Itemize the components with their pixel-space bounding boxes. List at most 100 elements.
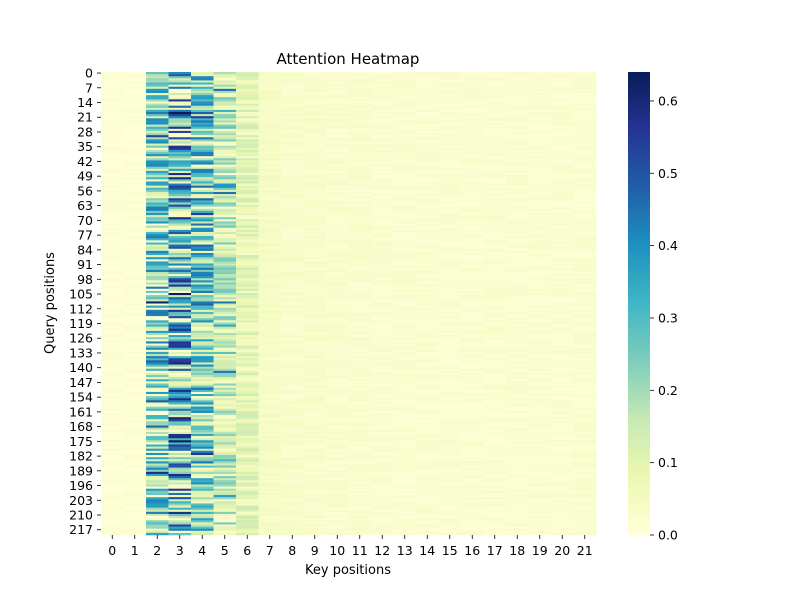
heatmap-cell	[191, 324, 214, 327]
heatmap-cell	[101, 156, 124, 159]
heatmap-cell	[123, 495, 147, 498]
heatmap-cell	[236, 78, 259, 81]
heatmap-cell	[416, 189, 439, 193]
heatmap-cell	[371, 252, 394, 256]
heatmap-cell	[461, 76, 484, 79]
heatmap-cell	[281, 448, 304, 452]
heatmap-cell	[551, 122, 574, 125]
heatmap-cell	[416, 509, 439, 513]
heatmap-cell	[303, 417, 327, 420]
heatmap-cell	[528, 221, 552, 224]
heatmap-cell	[258, 362, 282, 365]
heatmap-cell	[326, 158, 349, 161]
heatmap-cell	[326, 250, 349, 254]
heatmap-cell	[123, 417, 147, 420]
heatmap-cell	[258, 419, 282, 422]
heatmap-cell	[348, 250, 372, 254]
heatmap-cell	[528, 156, 552, 159]
heatmap-cell	[416, 246, 439, 250]
heatmap-cell	[573, 179, 597, 182]
heatmap-cell	[416, 326, 439, 330]
heatmap-cell	[393, 332, 417, 336]
heatmap-cell	[551, 166, 574, 170]
heatmap-cell	[393, 419, 417, 422]
heatmap-cell	[146, 210, 169, 214]
heatmap-cell	[438, 305, 462, 308]
heatmap-cell	[416, 396, 439, 399]
heatmap-cell	[483, 234, 507, 237]
heatmap-cell	[416, 290, 439, 294]
heatmap-cell	[101, 324, 124, 327]
heatmap-cell	[483, 337, 507, 340]
heatmap-cell	[461, 402, 484, 405]
heatmap-cell	[281, 532, 304, 536]
heatmap-cell	[146, 324, 169, 327]
heatmap-cell	[146, 191, 169, 195]
heatmap-cell	[528, 133, 552, 136]
heatmap-cell	[213, 404, 237, 407]
heatmap-cell	[393, 135, 417, 138]
heatmap-cell	[551, 135, 574, 138]
heatmap-cell	[438, 486, 462, 489]
heatmap-cell	[281, 436, 304, 439]
heatmap-cell	[528, 236, 552, 239]
heatmap-cell	[438, 292, 462, 296]
heatmap-cell	[123, 280, 147, 283]
heatmap-cell	[236, 156, 259, 159]
heatmap-cell	[258, 252, 282, 256]
heatmap-cell	[191, 364, 214, 367]
heatmap-cell	[438, 425, 462, 428]
heatmap-cell	[303, 149, 327, 153]
heatmap-cell	[281, 440, 304, 443]
heatmap-cell	[528, 139, 552, 142]
heatmap-cell	[416, 265, 439, 269]
heatmap-cell	[483, 162, 507, 165]
heatmap-cell	[191, 297, 214, 300]
heatmap-cell	[438, 400, 462, 403]
x-tick-label: 21	[577, 543, 593, 558]
heatmap-cell	[528, 396, 552, 399]
heatmap-cell	[393, 301, 417, 304]
heatmap-cell	[258, 356, 282, 359]
heatmap-cell	[303, 204, 327, 207]
heatmap-cell	[326, 486, 349, 489]
heatmap-cell	[303, 528, 327, 532]
heatmap-cell	[528, 372, 552, 376]
heatmap-cell	[461, 375, 484, 378]
heatmap-cell	[258, 122, 282, 125]
heatmap-cell	[101, 206, 124, 210]
heatmap-cell	[393, 478, 417, 481]
heatmap-cell	[438, 206, 462, 210]
heatmap-cell	[528, 503, 552, 506]
heatmap-cell	[168, 72, 192, 75]
heatmap-cell	[506, 341, 529, 344]
heatmap-cell	[371, 154, 394, 157]
heatmap-cell	[461, 265, 484, 269]
heatmap-cell	[438, 244, 462, 247]
heatmap-cell	[281, 280, 304, 283]
heatmap-cell	[483, 450, 507, 454]
heatmap-cell	[303, 229, 327, 233]
heatmap-cell	[236, 114, 259, 117]
heatmap-cell	[348, 406, 372, 410]
heatmap-cell	[281, 480, 304, 483]
heatmap-cell	[191, 455, 214, 458]
heatmap-cell	[326, 124, 349, 128]
heatmap-cell	[483, 299, 507, 302]
heatmap-cell	[146, 149, 169, 153]
heatmap-cell	[573, 126, 597, 130]
heatmap-cell	[438, 288, 462, 292]
heatmap-cell	[528, 377, 552, 380]
heatmap-cell	[551, 267, 574, 271]
heatmap-cell	[461, 524, 484, 527]
y-tick-label: 210	[69, 508, 93, 523]
heatmap-cell	[258, 410, 282, 414]
heatmap-cell	[123, 151, 147, 155]
heatmap-cell	[326, 370, 349, 374]
heatmap-cell	[123, 267, 147, 271]
heatmap-cell	[528, 191, 552, 195]
heatmap-cell	[213, 339, 237, 342]
heatmap-cell	[326, 354, 349, 357]
heatmap-cell	[146, 516, 169, 519]
heatmap-cell	[461, 154, 484, 157]
